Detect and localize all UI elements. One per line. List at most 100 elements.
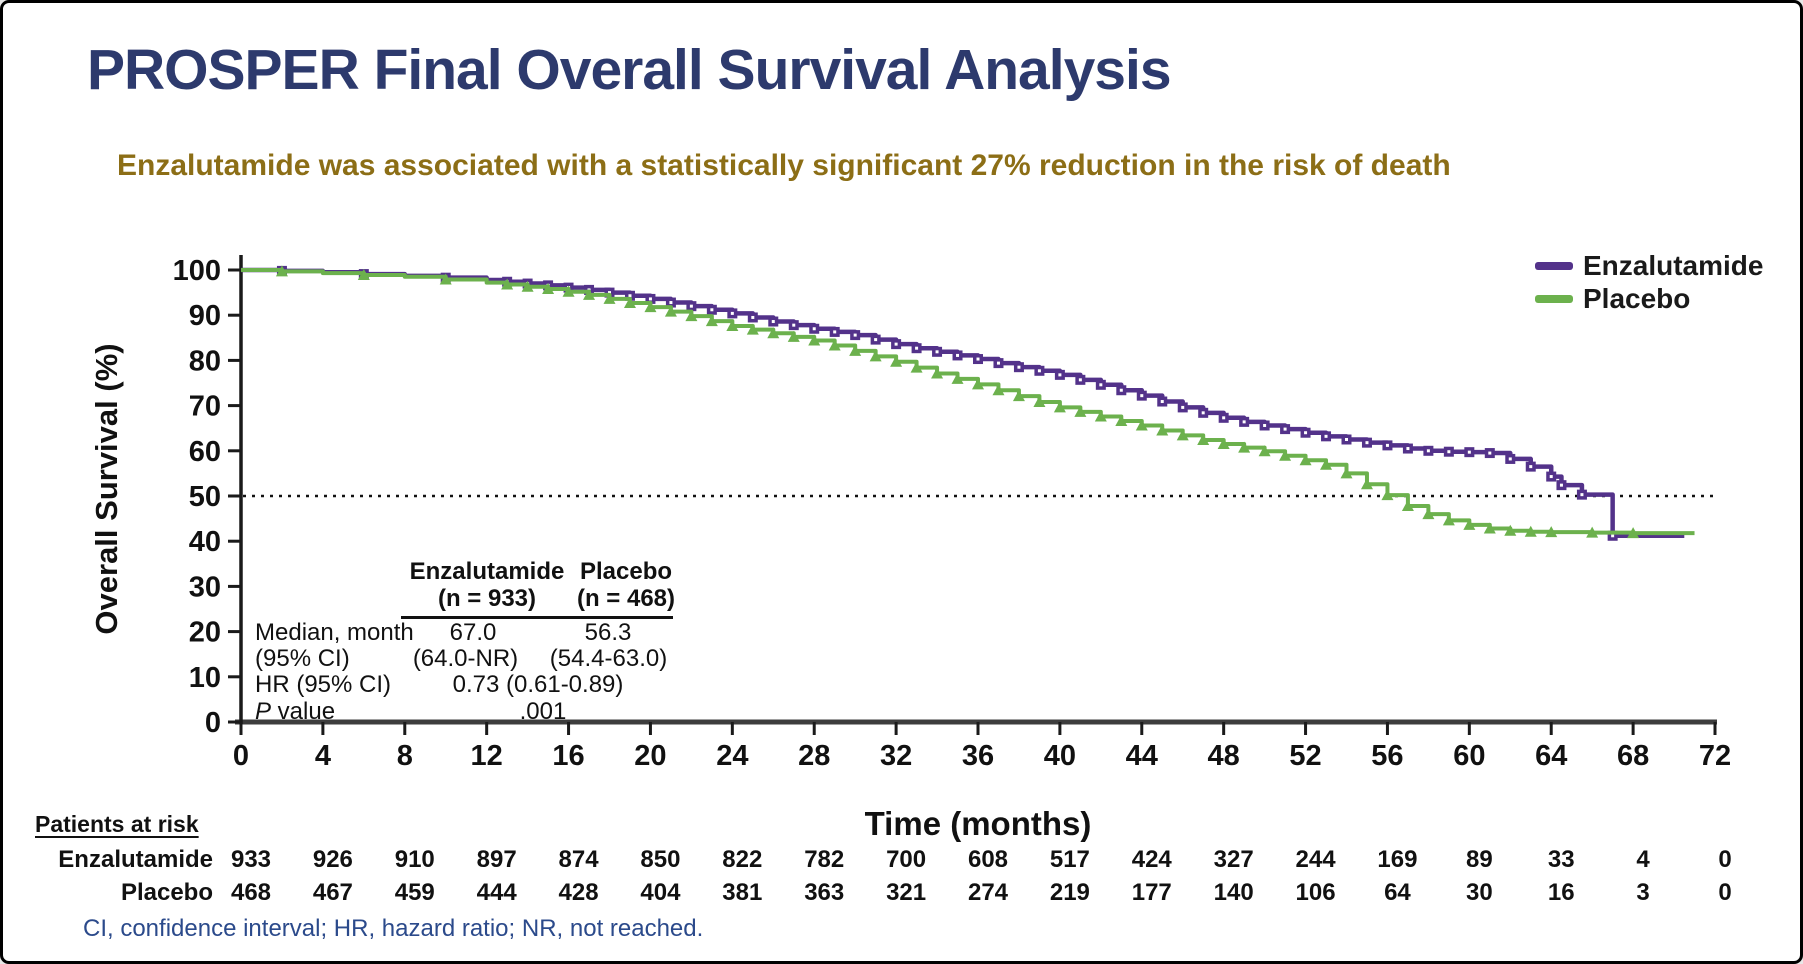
censor-square-center	[1263, 423, 1267, 427]
censor-square-center	[1385, 443, 1389, 447]
y-tick-label: 100	[173, 255, 221, 287]
censor-square-center	[853, 333, 857, 337]
stats-median-enzalutamide: 67.0	[449, 619, 497, 646]
risk-count-enzalutamide-m24: 822	[722, 846, 763, 873]
censor-markers-placebo	[275, 265, 1640, 539]
risk-count-enzalutamide-m4: 926	[312, 846, 353, 873]
censor-triangle	[1299, 454, 1312, 466]
risk-count-enzalutamide-m40: 517	[1049, 846, 1090, 873]
censor-triangle	[685, 310, 698, 322]
censor-triangle	[1401, 499, 1414, 511]
x-tick-label: 60	[1453, 740, 1485, 772]
censor-triangle	[603, 292, 616, 304]
x-tick-label: 44	[1126, 740, 1158, 772]
censor-triangle	[542, 282, 555, 294]
censor-triangle	[1627, 527, 1640, 539]
censor-triangle	[1524, 525, 1537, 537]
risk-count-enzalutamide-m52: 244	[1295, 846, 1336, 873]
risk-count-placebo-m28: 363	[804, 879, 845, 906]
censor-square-center	[648, 297, 652, 301]
risk-row-label-enzalutamide: Enzalutamide	[58, 846, 213, 873]
risk-count-enzalutamide-m16: 874	[558, 846, 599, 873]
censor-square-center	[935, 350, 939, 354]
legend-item-placebo: Placebo	[1535, 282, 1763, 315]
survival-chart-svg: 0 4 8 12 16 20 24 28 32 36 40 44 48 52 56 60 64 68 7201020…	[89, 255, 1731, 842]
x-tick-label: 0	[233, 740, 249, 772]
censor-triangle	[1442, 514, 1455, 526]
stats-ci-enzalutamide: (64.0-NR)	[412, 645, 519, 672]
censor-square-center	[812, 327, 816, 331]
censor-triangle	[787, 330, 800, 342]
censor-triangle	[1463, 518, 1476, 530]
risk-row-label-placebo: Placebo	[120, 879, 213, 906]
risk-count-placebo-m44: 177	[1131, 879, 1172, 906]
risk-count-enzalutamide-m0: 933	[230, 846, 272, 873]
x-tick-label: 12	[471, 740, 503, 772]
risk-count-enzalutamide-m28: 782	[804, 846, 845, 873]
censor-square-center	[1345, 438, 1348, 441]
censor-square-center	[1283, 427, 1287, 431]
censor-square-center	[1242, 420, 1246, 424]
censor-triangle	[1483, 522, 1496, 534]
censor-triangle	[1053, 401, 1066, 413]
censor-square-center	[669, 301, 673, 305]
censor-triangle	[1012, 390, 1025, 402]
censor-triangle	[1115, 414, 1128, 426]
censor-square-center	[956, 353, 960, 357]
x-tick-label: 68	[1617, 740, 1649, 772]
censor-square-center	[915, 346, 919, 350]
legend-label-placebo: Placebo	[1583, 282, 1691, 314]
censor-square-center	[1037, 369, 1041, 373]
censor-square-center	[628, 294, 632, 298]
y-tick-label: 60	[189, 436, 221, 468]
risk-count-placebo-m0: 468	[230, 879, 272, 906]
censor-triangle	[439, 273, 452, 285]
risk-count-enzalutamide-m8: 910	[394, 846, 435, 873]
y-tick-label: 70	[189, 391, 221, 423]
x-tick-label: 36	[962, 740, 994, 772]
risk-count-placebo-m60: 30	[1465, 879, 1493, 906]
censor-triangle	[726, 320, 739, 332]
censor-triangle	[1504, 524, 1517, 536]
risk-count-placebo-m16: 428	[558, 879, 599, 906]
risk-count-placebo-m20: 404	[640, 879, 681, 906]
stats-col-n-enzalutamide: (n = 933)	[437, 585, 537, 612]
censor-triangle	[623, 296, 636, 308]
censor-square-center	[1140, 394, 1144, 398]
censor-square-center	[874, 338, 878, 342]
censor-triangle	[1258, 445, 1271, 457]
patients-at-risk-header: Patients at risk	[35, 811, 199, 837]
censor-square-center	[996, 361, 1000, 365]
risk-count-placebo-m48: 140	[1213, 879, 1254, 906]
censor-triangle	[1422, 508, 1435, 520]
y-tick-label: 80	[189, 345, 221, 377]
censor-square-center	[1058, 373, 1062, 377]
stats-col-header-placebo: Placebo	[579, 558, 673, 585]
key-finding-subtitle: Enzalutamide was associated with a stati…	[117, 149, 1451, 182]
x-tick-label: 8	[397, 740, 413, 772]
censor-square-center	[1580, 493, 1584, 497]
censor-square-center	[771, 320, 775, 324]
stats-ci-placebo: (54.4-63.0)	[549, 645, 668, 672]
stats-row-ci-label: (95% CI)	[255, 645, 350, 672]
censor-triangle	[1094, 410, 1107, 422]
censor-square-center	[1324, 434, 1328, 438]
x-tick-label: 64	[1535, 740, 1567, 772]
censor-square-center	[710, 308, 714, 312]
censor-triangle	[992, 384, 1005, 396]
censor-square-center	[1549, 475, 1553, 479]
censor-square-center	[1447, 450, 1451, 454]
y-tick-label: 10	[189, 662, 221, 694]
stats-row-pvalue-label: P value	[255, 699, 335, 725]
censor-triangle	[562, 285, 575, 297]
risk-count-enzalutamide-m36: 608	[967, 846, 1009, 873]
censor-square-center	[1160, 400, 1164, 404]
censor-triangle	[521, 280, 534, 292]
stats-pvalue: .001	[519, 698, 567, 725]
risk-count-enzalutamide-m56: 169	[1377, 846, 1418, 873]
censor-square-center	[1508, 457, 1512, 461]
page-title: PROSPER Final Overall Survival Analysis	[87, 38, 1172, 102]
censor-triangle	[1586, 526, 1599, 538]
censor-square-center	[1017, 365, 1021, 369]
censor-triangle	[1381, 489, 1394, 501]
